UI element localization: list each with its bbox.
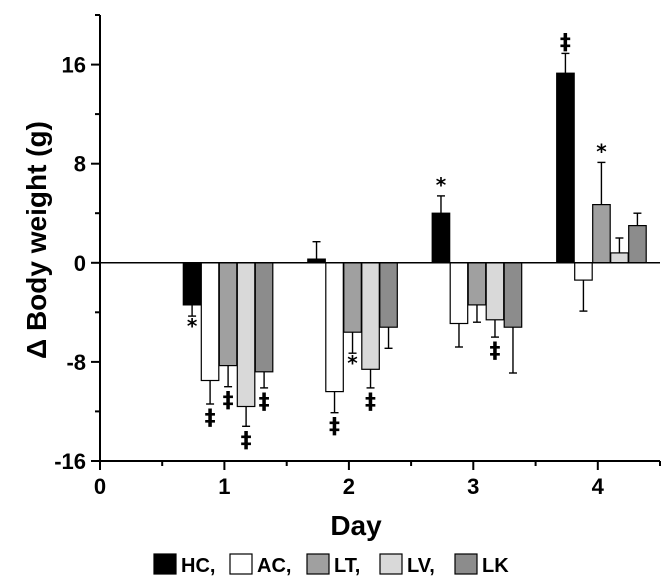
bar-ac-day3 xyxy=(449,262,469,325)
significance-marker-lt-day4: * xyxy=(596,139,607,163)
legend: HC, AC, LT, LV, LK xyxy=(153,553,509,577)
significance-marker-hc-day1: * xyxy=(187,314,198,338)
y-tick-label-0: 0 xyxy=(74,251,86,276)
bar-lv-day1 xyxy=(236,262,256,408)
bar-lk-day2 xyxy=(379,262,398,328)
significance-marker-lv-day2: ‡ xyxy=(365,390,376,415)
bar-lv-day4 xyxy=(610,252,629,264)
bar-lt-day3 xyxy=(467,262,487,306)
labels-layer: * * ‡ ‡ ‡ ‡ * * ‡ ‡ ‡ ‡ -16 -8 0 8 16 0 1 2 3 4 xyxy=(54,30,607,499)
bar-lt-day4 xyxy=(592,204,611,264)
legend-label-hc: HC, xyxy=(181,555,215,577)
bars-layer xyxy=(182,52,647,427)
significance-marker-hc-day3: * xyxy=(436,173,447,197)
significance-marker-lt-day2: * xyxy=(347,351,358,375)
bar-lv-day2 xyxy=(361,262,380,370)
legend-label-ac: AC, xyxy=(257,555,291,577)
significance-marker-lv-day3: ‡ xyxy=(489,339,500,364)
significance-marker-hc-day4: ‡ xyxy=(560,30,571,55)
bar-lt-day2 xyxy=(343,262,362,333)
y-tick-label-16: 16 xyxy=(62,53,86,78)
bar-lt-day1 xyxy=(218,262,238,367)
x-tick-label-1: 1 xyxy=(218,474,230,499)
legend-swatch-lv xyxy=(379,553,403,575)
bar-lk-day4 xyxy=(628,225,647,264)
legend-label-lv: LV, xyxy=(407,555,435,577)
legend-label-lk: LK xyxy=(482,555,509,577)
legend-swatch-lk xyxy=(454,553,478,575)
bar-lk-day3 xyxy=(503,262,523,328)
bar-lk-day1 xyxy=(254,262,274,373)
x-tick-label-4: 4 xyxy=(592,474,605,499)
y-tick-label--8: -8 xyxy=(66,350,86,375)
x-tick-label-2: 2 xyxy=(343,474,355,499)
bar-hc-day1 xyxy=(182,262,202,306)
significance-marker-lk-day1: ‡ xyxy=(259,390,270,415)
legend-label-lt: LT, xyxy=(334,555,360,577)
bar-ac-day4 xyxy=(574,262,593,281)
legend-swatch-lt xyxy=(306,553,330,575)
y-tick-label--16: -16 xyxy=(54,449,86,474)
legend-swatch-ac xyxy=(229,553,253,575)
bar-hc-day3 xyxy=(431,212,451,264)
legend-swatch-hc xyxy=(153,553,177,575)
bar-ac-day2 xyxy=(325,262,344,393)
bar-hc-day4 xyxy=(556,72,575,264)
bar-lv-day3 xyxy=(485,262,505,321)
y-axis-title: Δ Body weight (g) xyxy=(21,121,52,359)
y-tick-label-8: 8 xyxy=(74,152,86,177)
x-axis-title: Day xyxy=(330,510,382,541)
significance-marker-lv-day1: ‡ xyxy=(241,428,252,453)
axes-layer xyxy=(91,14,661,470)
significance-marker-ac-day2: ‡ xyxy=(329,415,340,440)
x-tick-label-0: 0 xyxy=(94,474,106,499)
bar-ac-day1 xyxy=(200,262,220,382)
x-tick-label-3: 3 xyxy=(467,474,479,499)
significance-marker-lt-day1: ‡ xyxy=(223,389,234,414)
significance-marker-ac-day1: ‡ xyxy=(205,406,216,431)
